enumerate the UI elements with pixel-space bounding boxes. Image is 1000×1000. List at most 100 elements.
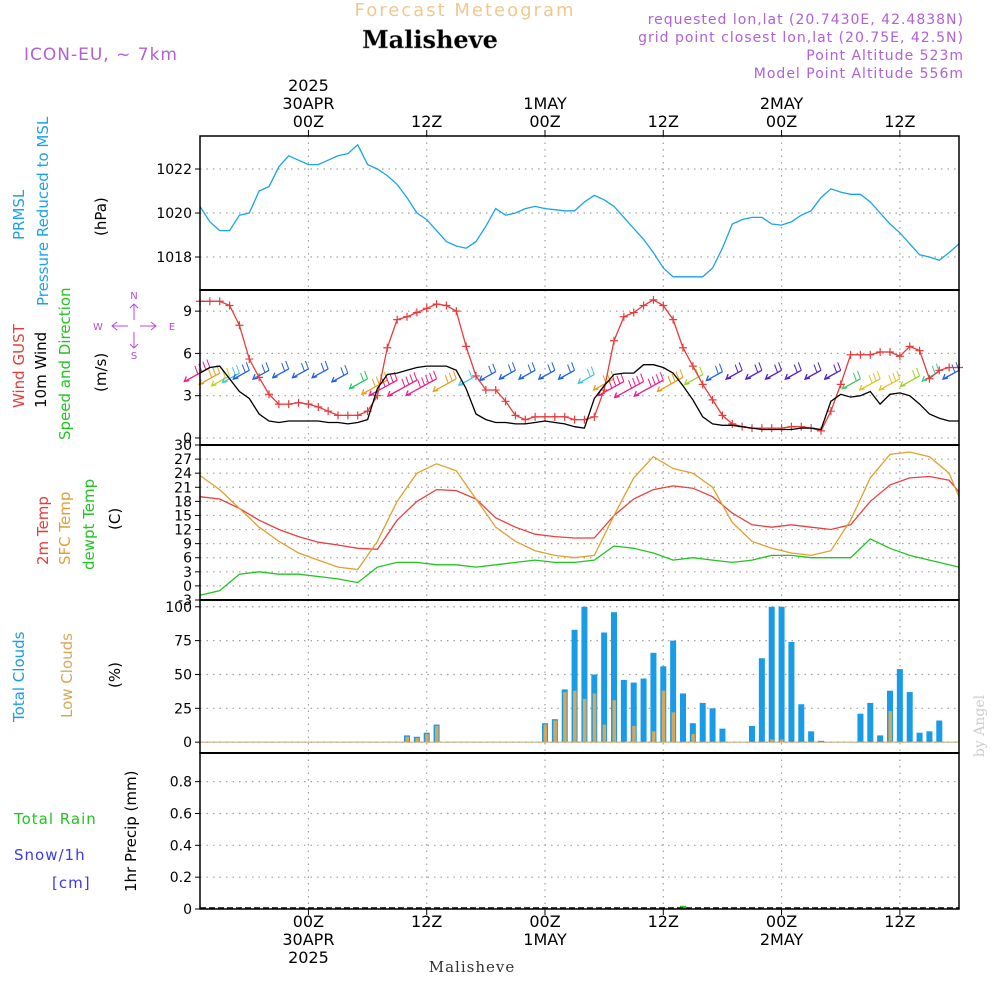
2m-temp-line [199, 475, 960, 550]
gust-point [314, 402, 323, 411]
wind-barb-feather [817, 362, 822, 371]
gust-point [215, 297, 224, 306]
wind-barb-feather [417, 379, 422, 388]
wind-barb-head [841, 383, 848, 390]
wind-barb-feather [931, 365, 936, 375]
wind-barb-feather [468, 369, 473, 379]
location-title: Malisheve [362, 25, 498, 54]
wind-barb [725, 369, 743, 380]
gust-point [531, 412, 540, 421]
wind-barb-feather [551, 362, 556, 371]
side-labels: PRMSL Pressure Reduced to MSL (hPa) Wind… [10, 116, 140, 892]
10m-wind-line [199, 364, 959, 431]
wind-barb-feather [671, 373, 676, 382]
gust-point [383, 343, 392, 352]
requested-coords: requested lon,lat (20.7430E, 42.4838N) [648, 12, 964, 28]
model-label: ICON-EU, ~ 7km [24, 45, 178, 65]
clouds-unit: (%) [106, 662, 124, 688]
wind-barb-feather [364, 370, 369, 379]
y-tick-label: -3 [178, 593, 192, 609]
wind-barb-feather [647, 378, 652, 387]
y-tick-label: 100 [165, 600, 192, 616]
wind-barb-feather [813, 364, 818, 373]
wind-barb-feather [344, 364, 349, 374]
wind-barb-feather [951, 364, 956, 373]
wind-barb-feather [360, 372, 365, 382]
wind-barb-feather [409, 374, 414, 383]
total-cloud-bar [906, 692, 913, 743]
y-tick-label: 15 [174, 508, 192, 524]
gust-point [521, 415, 530, 424]
gust-point [324, 407, 333, 416]
wind-barb-feather [281, 362, 286, 372]
wind-barb-feather [872, 372, 877, 382]
gust-point [767, 424, 776, 433]
wind-barb-feather [586, 368, 591, 377]
low-cloud-bar [671, 712, 676, 743]
wind-barb-head [291, 372, 298, 379]
wind-barb-feather [912, 369, 917, 379]
gust-point [649, 295, 658, 304]
low-cloud-bar [582, 698, 587, 743]
wind-barb-head [557, 373, 564, 380]
wind-barb [211, 375, 230, 387]
footer-location: Malisheve [429, 958, 515, 976]
wind-barb-head [457, 380, 465, 387]
gust-label: Wind GUST [10, 323, 28, 408]
y-tick-label: 0.2 [170, 870, 192, 886]
wind-barb-feather [632, 377, 637, 387]
wind-barb-head [330, 376, 337, 383]
low-cloud-bar [592, 693, 597, 743]
wind-panel: 0 3 6 9 [183, 289, 963, 447]
bottom-time-label: 00Z [293, 912, 324, 931]
wind-barb-feather [202, 361, 207, 370]
gust-point [393, 315, 402, 324]
wind-gust-line [200, 299, 959, 432]
wind-barb-feather [610, 370, 615, 379]
wind-barb-feather [511, 362, 516, 371]
wind-barb-feather [590, 366, 595, 375]
bottom-time-label: 00Z [766, 912, 797, 931]
wind-barb [614, 381, 644, 399]
total-cloud-bar [689, 723, 696, 743]
low-cloud-bar [691, 734, 695, 743]
total-cloud-bar [670, 640, 677, 743]
wind-barb-head [803, 373, 811, 380]
bottom-time-label: 2025 [288, 948, 329, 967]
wind-barb-head [921, 375, 928, 382]
wind-barb-feather [444, 374, 449, 384]
low-cloud-bar [888, 711, 892, 743]
compass-east: E [169, 322, 175, 333]
wind-barb-head [518, 373, 525, 380]
wind-barb [859, 378, 881, 391]
wind-barb [198, 372, 221, 385]
low-cloud-bar [612, 700, 616, 743]
wind-barb [518, 369, 536, 380]
wind-barb-feather [837, 362, 842, 371]
wind-barb-feather [797, 362, 802, 371]
y-tick-label: 3 [183, 389, 192, 405]
wind-barb-feather [492, 363, 497, 372]
gust-point [886, 348, 894, 356]
gust-point [659, 301, 668, 310]
top-time-label: 12Z [648, 112, 679, 131]
low-cloud-bar [563, 692, 567, 743]
compass-south: S [131, 351, 137, 362]
gust-point [343, 411, 352, 420]
wind-barb-feather [265, 362, 270, 371]
wind-barb-feather [675, 371, 680, 380]
wind-barb-feather [547, 364, 552, 373]
wind-unit: (m/s) [92, 353, 110, 392]
wind-barb-feather [527, 364, 532, 373]
low-cloud-bar [543, 724, 547, 743]
low-cloud-bar [651, 731, 656, 743]
temp-unit: (C) [106, 508, 124, 530]
wind-barb-feather [448, 372, 453, 382]
gust-point [590, 412, 599, 421]
wind-barb-head [633, 390, 640, 398]
wind-barb-feather [888, 374, 893, 384]
wind-barb-feather [628, 380, 633, 389]
wind-barb [331, 372, 349, 383]
